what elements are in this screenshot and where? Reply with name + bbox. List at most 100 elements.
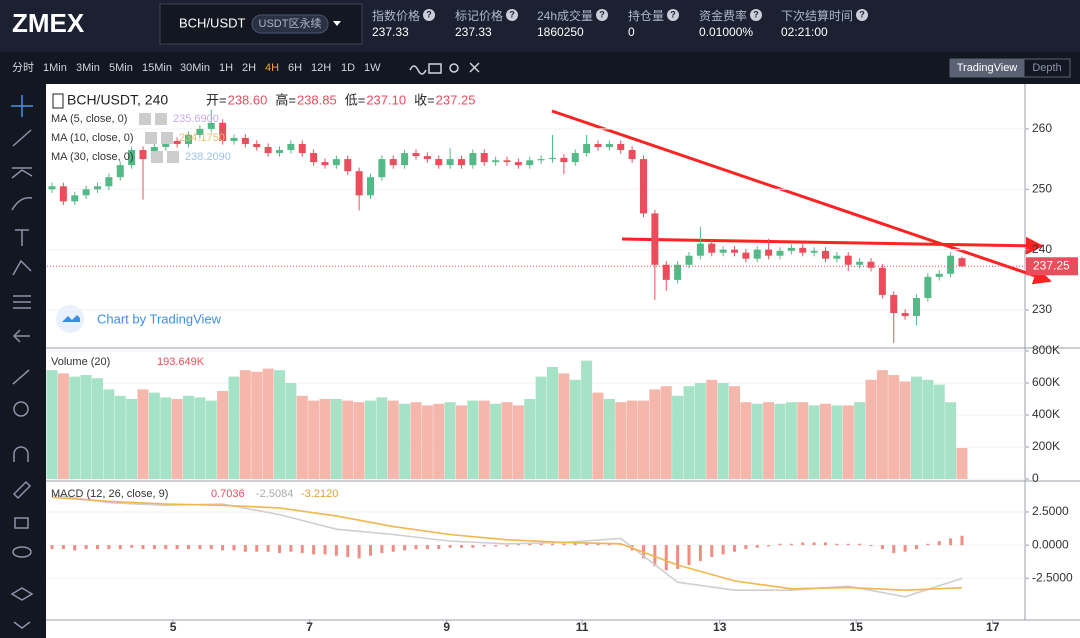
- interval-button[interactable]: 1D: [341, 62, 355, 74]
- interval-button[interactable]: 分时: [12, 61, 34, 74]
- help-icon[interactable]: [750, 9, 763, 21]
- layers-tool[interactable]: [10, 587, 34, 601]
- brush-tool[interactable]: [11, 197, 33, 211]
- toolbar-icon[interactable]: [428, 63, 442, 74]
- ohlc-label: 高=: [275, 92, 296, 107]
- interval-button[interactable]: 1H: [219, 62, 233, 74]
- candle-body: [958, 258, 966, 267]
- candle-body: [935, 273, 943, 277]
- volume-bar: [319, 399, 331, 479]
- prediction-tool[interactable]: [13, 295, 31, 309]
- chart-area: [46, 84, 1080, 638]
- logo: ZMEX: [12, 8, 85, 38]
- macd-hist: [243, 545, 247, 552]
- macd-hist: [425, 545, 429, 550]
- interval-button[interactable]: 1Min: [43, 62, 67, 74]
- volume-bar: [740, 402, 752, 479]
- candle-body: [241, 137, 249, 144]
- watermark: Chart by TradingView: [97, 311, 222, 326]
- candle-body: [378, 159, 386, 178]
- macd-hist: [391, 545, 395, 552]
- volume-bar: [57, 373, 69, 479]
- macd-hist: [84, 545, 88, 550]
- toolbar-icon[interactable]: [469, 62, 480, 73]
- contract-pill: [251, 14, 329, 34]
- volume-bar: [410, 402, 422, 479]
- fib-tool[interactable]: [11, 167, 33, 179]
- pattern-tool[interactable]: [12, 259, 32, 276]
- ma-settings[interactable]: [139, 113, 151, 125]
- macd-hist: [187, 545, 191, 550]
- candle-body: [435, 159, 443, 166]
- interval-button[interactable]: 4H: [265, 62, 279, 74]
- help-icon[interactable]: [667, 9, 680, 21]
- macd-hist: [312, 545, 316, 555]
- volume-bar: [399, 403, 411, 479]
- back-tool[interactable]: [12, 329, 30, 343]
- trend-tool[interactable]: [12, 129, 32, 147]
- text-tool[interactable]: [15, 229, 29, 246]
- lock-tool[interactable]: [14, 517, 29, 529]
- help-icon[interactable]: [856, 9, 869, 21]
- candle-body: [514, 162, 522, 166]
- candle-body: [116, 165, 124, 178]
- volume-bar: [376, 397, 388, 479]
- ma-close[interactable]: [167, 151, 179, 163]
- macd-hist: [471, 545, 475, 548]
- interval-button[interactable]: 5Min: [109, 62, 133, 74]
- candle-body: [765, 249, 773, 256]
- ma-close[interactable]: [155, 113, 167, 125]
- volume-bar: [774, 403, 786, 479]
- help-icon[interactable]: [506, 9, 519, 21]
- candle-body: [947, 255, 955, 274]
- macd-hist: [732, 545, 736, 552]
- candle-body: [526, 160, 534, 166]
- stat-value: 1860250: [537, 25, 584, 39]
- magnet-tool[interactable]: [13, 446, 29, 462]
- crosshair-tool[interactable]: [11, 95, 33, 117]
- lock-draw-tool[interactable]: [12, 480, 32, 500]
- y-tick-label: 600K: [1032, 375, 1060, 389]
- candle-body: [401, 153, 409, 166]
- help-icon[interactable]: [596, 9, 609, 21]
- toolbar-icon[interactable]: [449, 63, 459, 73]
- macd-hist: [687, 545, 691, 565]
- interval-button[interactable]: 15Min: [142, 62, 172, 74]
- macd-hist: [562, 543, 566, 546]
- ma-settings[interactable]: [145, 132, 157, 144]
- macd-hist: [755, 545, 759, 548]
- volume-bar: [512, 405, 524, 479]
- toolbar-icon[interactable]: [409, 65, 427, 75]
- eye-tool[interactable]: [12, 546, 32, 558]
- collapse-tool[interactable]: [13, 621, 31, 629]
- y-tick-label: 240: [1032, 242, 1052, 256]
- ruler-tool[interactable]: [12, 369, 30, 385]
- macd-hist: [73, 545, 77, 551]
- macd-hist: [676, 545, 680, 569]
- ma-label: MA (30, close, 0): [51, 151, 134, 163]
- ma-close[interactable]: [161, 132, 173, 144]
- candle-body: [605, 143, 613, 148]
- macd-hist: [152, 545, 156, 550]
- help-icon[interactable]: [423, 9, 436, 21]
- macd-hist: [494, 545, 498, 547]
- interval-button[interactable]: 3Min: [76, 62, 100, 74]
- volume-bar: [672, 395, 684, 479]
- macd-hist: [255, 545, 259, 552]
- volume-bar: [683, 386, 695, 479]
- volume-bar: [80, 375, 92, 479]
- interval-button[interactable]: 2H: [242, 62, 256, 74]
- interval-button[interactable]: 1W: [364, 62, 381, 74]
- volume-bar: [649, 389, 661, 479]
- view-tab[interactable]: [1023, 58, 1071, 78]
- volume-bar: [490, 403, 502, 479]
- interval-button[interactable]: 30Min: [180, 62, 210, 74]
- ma-settings[interactable]: [151, 151, 163, 163]
- ohlc-label: 收=: [414, 92, 435, 107]
- interval-button[interactable]: 6H: [288, 62, 302, 74]
- zoom-tool[interactable]: [13, 401, 29, 417]
- candle-body: [71, 195, 79, 202]
- contract: USDT区永续: [259, 16, 322, 30]
- interval-button[interactable]: 12H: [311, 62, 331, 74]
